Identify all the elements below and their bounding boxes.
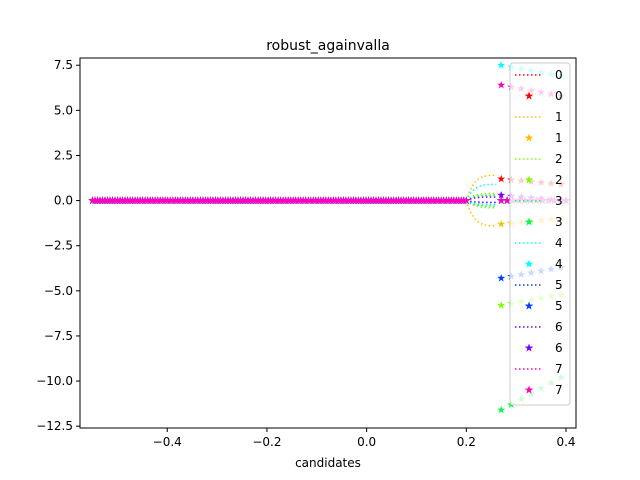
x-tick-label: 0.2 (457, 435, 476, 449)
y-tick-label: 0.0 (54, 194, 73, 208)
y-tick-label: −12.5 (36, 419, 73, 433)
legend-entry: 2 (515, 152, 563, 166)
legend-marker-swatch (524, 175, 534, 184)
legend-marker-swatch (524, 91, 534, 100)
legend-marker-swatch (524, 385, 534, 394)
x-tick-label: −0.2 (252, 435, 281, 449)
legend-entry: 4 (515, 236, 563, 250)
x-tick-label: 0.0 (357, 435, 376, 449)
series-marker (497, 174, 506, 183)
legend-label: 4 (555, 257, 563, 271)
legend-entry: 7 (515, 362, 563, 376)
legend-entry: 0 (524, 89, 563, 103)
legend-entry: 5 (515, 278, 563, 292)
y-tick-label: −2.5 (44, 239, 73, 253)
legend-label: 7 (555, 362, 563, 376)
legend-marker-swatch (524, 343, 534, 352)
legend-entry: 2 (524, 173, 563, 187)
legend-entry: 1 (515, 110, 563, 124)
legend: 0 0 1 1 2 2 3 3 4 4 5 5 6 6 7 7 (509, 62, 571, 406)
legend-label: 5 (555, 299, 563, 313)
series-marker (497, 61, 506, 69)
chart-title: robust_againvalla (266, 38, 390, 54)
legend-entry: 4 (524, 257, 563, 271)
legend-label: 3 (555, 194, 563, 208)
legend-marker-swatch (524, 301, 534, 310)
series-curve (466, 196, 497, 204)
y-tick-label: −10.0 (36, 374, 73, 388)
legend-marker-swatch (524, 217, 534, 226)
legend-label: 6 (555, 341, 563, 355)
legend-label: 7 (555, 383, 563, 397)
series-curve (465, 174, 497, 227)
legend-entry: 6 (515, 320, 563, 334)
legend-label: 4 (555, 236, 563, 250)
legend-box (509, 62, 571, 406)
legend-label: 2 (555, 173, 563, 187)
axes-frame (79, 57, 577, 429)
legend-label: 6 (555, 320, 563, 334)
legend-label: 0 (555, 89, 563, 103)
legend-entry: 5 (524, 299, 563, 313)
y-tick-label: −5.0 (44, 284, 73, 298)
series-marker (497, 219, 506, 228)
ticks-layer: −0.4 −0.2 0.0 0.2 0.4 7.5 5.0 2.5 0.0 −2.5 −5.0 −7.… (36, 58, 575, 449)
legend-marker-swatch (524, 259, 534, 268)
legend-label: 1 (555, 110, 563, 124)
legend-entry: 7 (524, 383, 563, 397)
series-marker (497, 191, 506, 199)
legend-entry: 3 (515, 194, 563, 208)
series-marker (497, 405, 506, 414)
legend-label: 5 (555, 278, 563, 292)
legend-entry: 1 (524, 131, 563, 145)
legend-label: 2 (555, 152, 563, 166)
x-tick-label: 0.4 (556, 435, 575, 449)
series-curve (465, 192, 497, 209)
x-axis-label: candidates (295, 456, 361, 470)
y-tick-label: −7.5 (44, 329, 73, 343)
legend-label: 1 (555, 131, 563, 145)
series-marker (497, 274, 506, 282)
series-marker (462, 196, 471, 204)
legend-entry: 0 (515, 68, 563, 82)
series-marker (503, 196, 512, 204)
series-marker (497, 80, 506, 89)
y-tick-label: 7.5 (54, 58, 73, 72)
legend-entry: 6 (524, 341, 563, 355)
y-tick-label: 2.5 (54, 148, 73, 162)
legend-label: 3 (555, 215, 563, 229)
legend-label: 0 (555, 68, 563, 82)
y-tick-label: 5.0 (54, 103, 73, 117)
legend-entry: 3 (524, 215, 563, 229)
series-marker (497, 301, 506, 309)
x-tick-label: −0.4 (153, 435, 182, 449)
series-marker (497, 196, 506, 204)
legend-marker-swatch (524, 133, 534, 142)
